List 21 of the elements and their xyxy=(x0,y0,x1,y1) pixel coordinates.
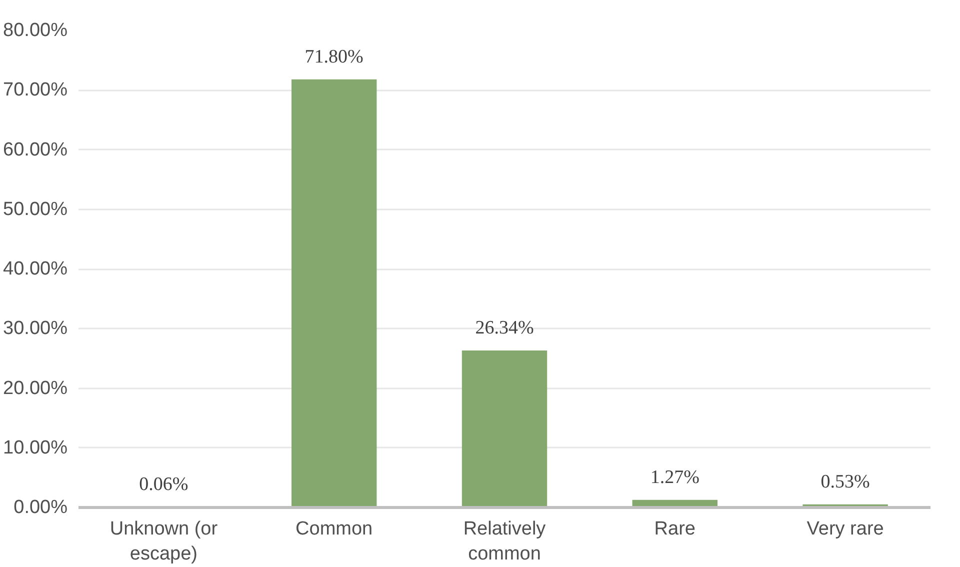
y-tick-label: 20.00% xyxy=(3,378,68,399)
y-tick-label: 80.00% xyxy=(3,20,68,41)
x-tick-label: Relatively common xyxy=(463,518,546,565)
y-tick-label: 70.00% xyxy=(3,80,68,101)
data-label: 0.53% xyxy=(820,471,870,492)
y-tick-label: 10.00% xyxy=(3,437,68,458)
x-tick-label: Common xyxy=(296,518,373,540)
y-tick-label: 50.00% xyxy=(3,198,68,220)
y-tick-label: 30.00% xyxy=(3,318,68,340)
x-tick-label: Very rare xyxy=(806,518,884,540)
bar xyxy=(462,350,548,508)
y-tick-label: 40.00% xyxy=(3,258,68,280)
data-label: 0.06% xyxy=(139,474,188,496)
data-label: 71.80% xyxy=(304,46,364,68)
y-tick-label: 0.00% xyxy=(14,497,68,518)
y-tick-label: 60.00% xyxy=(3,139,68,160)
data-label: 1.27% xyxy=(650,466,700,488)
bar xyxy=(292,79,377,508)
x-tick-label: Rare xyxy=(654,518,696,540)
data-label: 26.34% xyxy=(475,317,534,338)
x-tick-label: Unknown (or escape) xyxy=(110,518,218,565)
